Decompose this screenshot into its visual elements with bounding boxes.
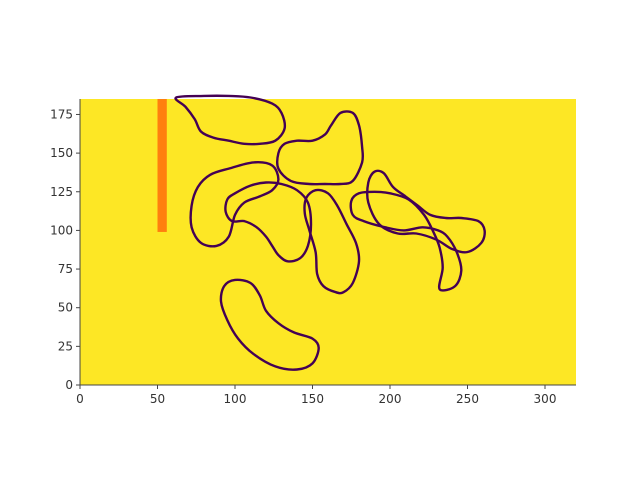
bean-6-outline [276, 110, 365, 186]
bean-4-outline [224, 181, 313, 263]
x-tick-label: 250 [456, 392, 479, 406]
x-tick-label: 0 [76, 392, 84, 406]
y-tick-label: 50 [58, 301, 73, 315]
y-axis-ticks: 0 25 50 75 100 125 150 175 [50, 107, 80, 392]
bean-2-outline [349, 190, 463, 292]
x-tick-label: 50 [150, 392, 165, 406]
plot-background [80, 99, 576, 385]
vertical-bar-region [157, 99, 167, 232]
x-tick-label: 150 [301, 392, 324, 406]
bean-7-outline [189, 161, 280, 248]
x-tick-label: 300 [534, 392, 557, 406]
x-tick-label: 100 [224, 392, 247, 406]
y-tick-label: 150 [50, 146, 73, 160]
shapes-layer [174, 94, 486, 371]
y-tick-label: 75 [58, 262, 73, 276]
y-tick-label: 25 [58, 339, 73, 353]
x-axis-ticks: 0 50 100 150 200 250 300 [76, 385, 556, 406]
y-tick-label: 100 [50, 223, 73, 237]
y-tick-label: 125 [50, 185, 73, 199]
x-tick-label: 200 [379, 392, 402, 406]
bean-3-outline [303, 188, 361, 295]
y-tick-label: 0 [65, 378, 73, 392]
bean-1-outline [366, 169, 486, 254]
bean-5-outline [219, 278, 320, 371]
y-tick-label: 175 [50, 107, 73, 121]
bean-8-outline [174, 94, 287, 146]
